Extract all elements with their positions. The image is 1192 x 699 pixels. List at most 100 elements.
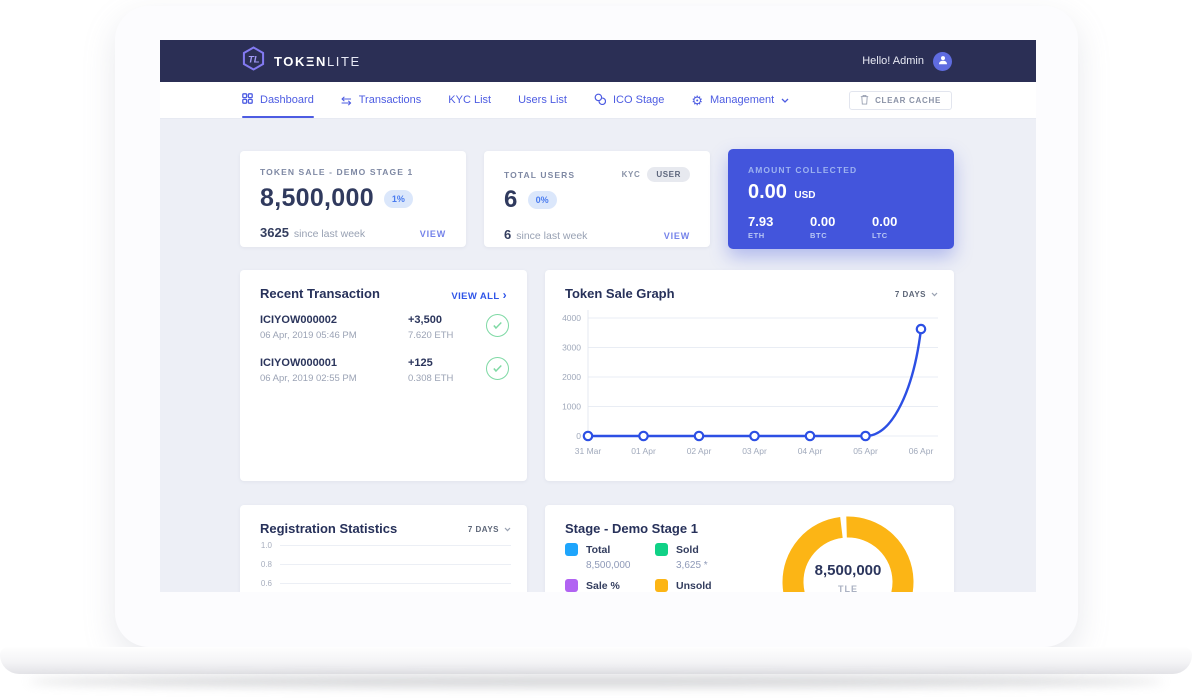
- transaction-amount: +125: [408, 357, 433, 369]
- tab-management[interactable]: ⚙ Management: [691, 82, 789, 118]
- transaction-id: ICIYOW000002: [260, 314, 338, 326]
- laptop-base-shadow: [28, 676, 1164, 687]
- caret-down-icon: [931, 290, 938, 299]
- gauge-center-value: 8,500,000: [814, 562, 882, 579]
- tab-ico-stage[interactable]: ICO Stage: [594, 82, 664, 118]
- chevron-right-icon: ›: [502, 288, 507, 302]
- dashboard-body: TOKEN SALE - DEMO STAGE 1 8,500,000 1% 3…: [160, 119, 1036, 592]
- svg-text:04 Apr: 04 Apr: [798, 446, 823, 456]
- gear-icon: ⚙: [691, 92, 704, 108]
- brand-logo: TL TOKΞNLITE: [242, 46, 361, 76]
- svg-text:1000: 1000: [562, 402, 581, 412]
- brand-hexagon-icon: TL: [242, 46, 265, 76]
- users-kyc-toggle: KYC USER: [622, 167, 690, 182]
- token-sale-title: TOKEN SALE - DEMO STAGE 1: [260, 167, 414, 177]
- registration-gridline: 1.0: [240, 541, 527, 551]
- transfer-arrows-icon: ⇆: [340, 92, 352, 108]
- grid-icon: [242, 93, 253, 107]
- svg-text:4000: 4000: [562, 313, 581, 323]
- recent-transactions-card: Recent Transaction VIEW ALL › ICIYOW00000…: [240, 270, 527, 481]
- laptop-base: [0, 647, 1192, 674]
- legend-swatch-total: [565, 543, 578, 556]
- range-dropdown[interactable]: 7 DAYS: [895, 290, 938, 299]
- total-users-view-link[interactable]: VIEW: [663, 231, 690, 241]
- amount-eth: 7.93 ETH: [748, 214, 774, 240]
- transaction-row[interactable]: ICIYOW000002 06 Apr, 2019 05:46 PM +3,50…: [260, 314, 509, 341]
- transaction-date: 06 Apr, 2019 02:55 PM: [260, 373, 357, 384]
- total-users-badge: 0%: [527, 191, 557, 209]
- registration-statistics-card: Registration Statistics 7 DAYS 1.0 0.8 0.6: [240, 505, 527, 592]
- legend-swatch-sale-pct: [565, 579, 578, 592]
- token-sale-delta-note: since last week: [293, 228, 366, 240]
- legend-sale-pct: Sale %: [565, 579, 655, 592]
- registration-statistics-title: Registration Statistics: [260, 521, 398, 536]
- token-sale-value: 8,500,000: [260, 184, 374, 212]
- confirmed-check-icon: [486, 314, 509, 337]
- svg-text:3000: 3000: [562, 343, 581, 353]
- legend-swatch-sold: [655, 543, 668, 556]
- coins-icon: [594, 93, 607, 108]
- total-users-card: TOTAL USERS KYC USER 6 0% 6 since last w…: [484, 151, 710, 247]
- token-sale-view-link[interactable]: VIEW: [419, 229, 446, 239]
- recent-transactions-title: Recent Transaction: [260, 286, 380, 301]
- amount-btc: 0.00 BTC: [810, 214, 836, 240]
- legend-sold: Sold 3,625 *: [655, 543, 745, 571]
- svg-text:02 Apr: 02 Apr: [687, 446, 712, 456]
- token-sale-line-chart: 0 1000 2000 3000 4000 31 Mar 01 Apr 02 Apr 03 Ap…: [562, 310, 938, 456]
- legend-swatch-unsold: [655, 579, 668, 592]
- registration-gridline: 0.6: [240, 579, 527, 589]
- svg-text:2000: 2000: [562, 372, 581, 382]
- svg-text:01 Apr: 01 Apr: [631, 446, 656, 456]
- stage-donut-chart: [782, 516, 914, 592]
- token-sale-delta: 3625: [260, 225, 289, 240]
- transaction-amount: +3,500: [408, 314, 442, 326]
- tab-kyc-list[interactable]: KYC List: [448, 82, 491, 118]
- tab-dashboard[interactable]: Dashboard: [242, 82, 314, 118]
- svg-text:05 Apr: 05 Apr: [853, 446, 878, 456]
- transaction-row[interactable]: ICIYOW000001 06 Apr, 2019 02:55 PM +125 …: [260, 357, 509, 384]
- clear-cache-label: CLEAR CACHE: [875, 95, 941, 105]
- amount-collected-value: 0.00: [748, 181, 787, 203]
- legend-total: Total 8,500,000: [565, 543, 655, 571]
- amount-ltc: 0.00 LTC: [872, 214, 898, 240]
- total-users-value: 6: [504, 186, 518, 213]
- legend-unsold: Unsold: [655, 579, 745, 592]
- tab-label: Management: [710, 94, 775, 106]
- token-sale-graph-card: Token Sale Graph 7 DAYS 0 1000 2000 3000 400…: [545, 270, 954, 481]
- gauge-center-unit: TLE: [838, 584, 858, 592]
- chevron-down-icon: [781, 94, 789, 106]
- tab-label: Dashboard: [260, 94, 314, 106]
- main-nav: Dashboard ⇆ Transactions KYC List Users …: [160, 82, 1036, 119]
- confirmed-check-icon: [486, 357, 509, 380]
- token-sale-graph-title: Token Sale Graph: [565, 286, 675, 301]
- toggle-user[interactable]: USER: [647, 167, 690, 182]
- toggle-kyc[interactable]: KYC: [621, 170, 641, 179]
- registration-gridline: 0.8: [240, 560, 527, 570]
- tab-label: ICO Stage: [613, 94, 665, 106]
- transaction-date: 06 Apr, 2019 05:46 PM: [260, 330, 357, 341]
- amount-collected-title: AMOUNT COLLECTED: [748, 165, 858, 175]
- greeting-text: Hello! Admin: [862, 55, 924, 67]
- amount-collected-card: AMOUNT COLLECTED 0.00 USD 7.93 ETH 0.00 …: [728, 149, 954, 249]
- tab-label: Transactions: [358, 94, 422, 106]
- transaction-eth: 7.620 ETH: [408, 330, 454, 341]
- dashboard-screen: TL TOKΞNLITE Hello! Admin: [160, 40, 1036, 592]
- svg-text:TL: TL: [248, 54, 260, 65]
- tab-transactions[interactable]: ⇆ Transactions: [341, 82, 421, 118]
- user-avatar[interactable]: [933, 51, 952, 71]
- stage-card: Stage - Demo Stage 1 Total 8,500,000 Sol…: [545, 505, 954, 592]
- trash-icon: [860, 94, 869, 107]
- person-icon: [938, 52, 948, 70]
- transaction-eth: 0.308 ETH: [408, 373, 454, 384]
- total-users-title: TOTAL USERS: [504, 169, 576, 180]
- stage-title: Stage - Demo Stage 1: [565, 521, 698, 536]
- view-all-link[interactable]: VIEW ALL ›: [451, 288, 507, 302]
- token-sale-badge: 1%: [383, 189, 413, 208]
- range-dropdown[interactable]: 7 DAYS: [468, 525, 511, 534]
- clear-cache-button[interactable]: CLEAR CACHE: [849, 90, 952, 110]
- amount-collected-currency: USD: [794, 190, 816, 201]
- caret-down-icon: [504, 525, 511, 534]
- tab-users-list[interactable]: Users List: [518, 82, 567, 118]
- brand-name: TOKΞNLITE: [274, 53, 361, 69]
